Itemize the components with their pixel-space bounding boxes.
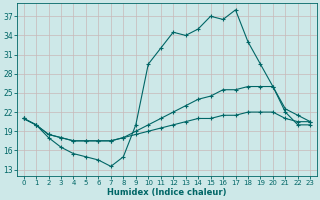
X-axis label: Humidex (Indice chaleur): Humidex (Indice chaleur) — [107, 188, 227, 197]
